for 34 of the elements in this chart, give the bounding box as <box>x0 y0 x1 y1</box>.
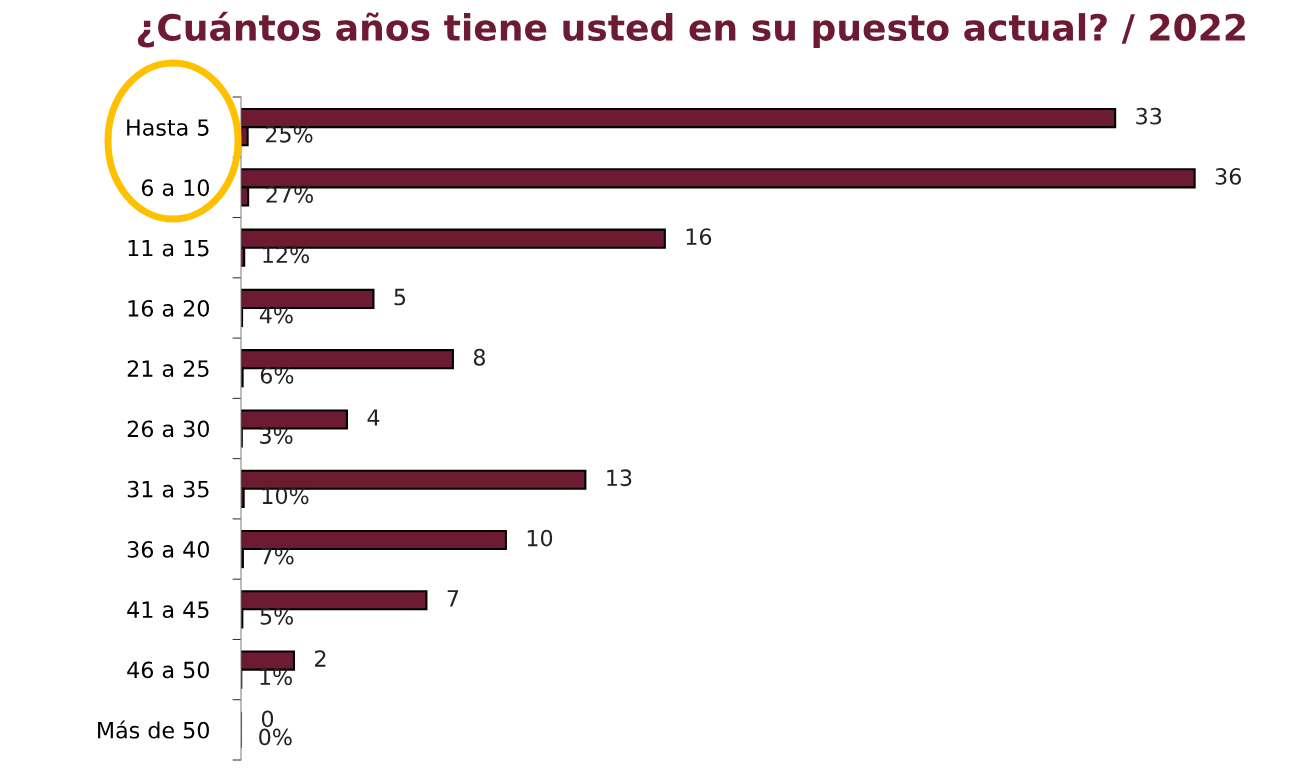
data-label: 33 <box>1136 107 1162 125</box>
data-label: 4% <box>259 306 293 324</box>
data-label: 25% <box>265 125 313 143</box>
y-tick-label: 26 a 30 <box>127 420 209 438</box>
y-tick-label: 31 a 35 <box>127 480 209 498</box>
y-tick-label: 11 a 15 <box>128 239 209 257</box>
data-label: 27% <box>266 186 313 203</box>
data-label: 16 <box>686 228 712 246</box>
data-label: 10 <box>527 529 553 547</box>
data-label: 12% <box>263 246 310 264</box>
data-label: 3% <box>260 427 293 444</box>
y-tick-label: Hasta 5 <box>127 119 209 136</box>
data-label: 7% <box>261 547 294 565</box>
data-label: 1% <box>260 668 292 686</box>
chart-title: ¿Cuántos años tiene usted en su puesto actual? / 2022 <box>137 11 1245 49</box>
data-label: 8 <box>473 348 485 366</box>
y-tick-label: 36 a 40 <box>127 541 209 558</box>
data-label: 36 <box>1215 168 1241 185</box>
data-label: 7 <box>447 590 459 607</box>
y-tick-label: 21 a 25 <box>127 360 209 377</box>
data-label: 6% <box>260 366 294 384</box>
data-label: 4 <box>367 409 380 426</box>
data-label: 5% <box>260 608 294 625</box>
y-tick-label: 6 a 10 <box>141 179 209 197</box>
data-label: 5 <box>394 288 406 306</box>
y-tick-label: Más de 50 <box>98 720 209 739</box>
data-label: 2 <box>315 650 326 667</box>
data-label: 0% <box>259 728 292 746</box>
y-tick-label: 46 a 50 <box>127 661 209 679</box>
data-label: 0 <box>261 710 274 728</box>
y-tick-label: 41 a 45 <box>127 601 209 619</box>
data-label: 10% <box>262 487 309 505</box>
y-tick-label: 16 a 20 <box>128 299 209 317</box>
data-label: 13 <box>607 469 632 487</box>
